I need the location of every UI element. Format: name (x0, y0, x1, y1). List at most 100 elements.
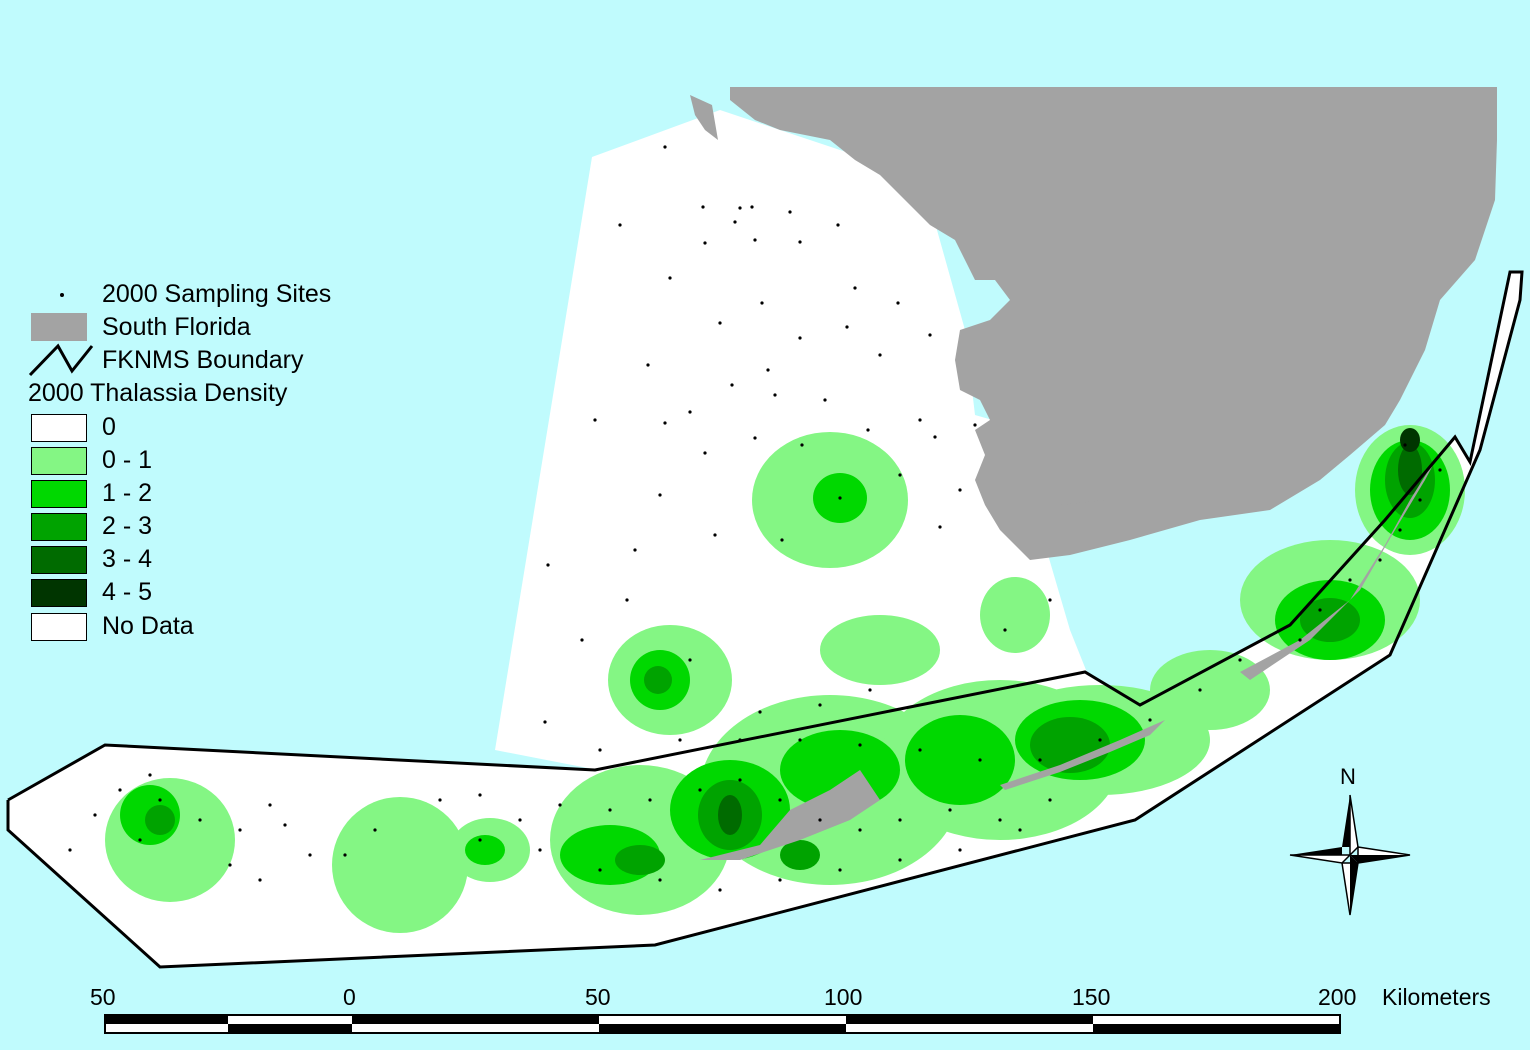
sampling-site-dot (478, 838, 482, 842)
scale-unit-label: Kilometers (1382, 984, 1491, 1010)
sampling-site-dot (598, 748, 602, 752)
sampling-site-dot (148, 773, 152, 777)
sampling-sites (68, 145, 1442, 892)
study-area-upper (495, 110, 1090, 770)
sampling-site-dot (1003, 628, 1007, 632)
sampling-site-dot (1438, 468, 1442, 472)
sampling-site-dot (1318, 608, 1322, 612)
sampling-site-dot (836, 223, 840, 227)
sampling-site-dot (718, 321, 722, 325)
north-label: N (1340, 764, 1356, 789)
fknms-boundary-line (6, 270, 1524, 969)
sampling-site-dot (898, 858, 902, 862)
sampling-site-dot (933, 435, 937, 439)
sampling-site-dot (1418, 498, 1422, 502)
sampling-site-dot (663, 145, 667, 149)
sampling-site-dot (798, 240, 802, 244)
sampling-site-dot (593, 418, 597, 422)
sanctuary-area (8, 272, 1522, 967)
sampling-site-dot (1038, 758, 1042, 762)
sampling-site-dot (1298, 638, 1302, 642)
sampling-site-dot (998, 818, 1002, 822)
legend-site-dot (60, 293, 64, 297)
sampling-site-dot (918, 418, 922, 422)
legend-label-density-2-3: 2 - 3 (102, 512, 153, 540)
sampling-site-dot (928, 333, 932, 337)
sampling-site-dot (343, 853, 347, 857)
sampling-site-dot (158, 798, 162, 802)
sampling-site-dot (538, 848, 542, 852)
sampling-site-dot (718, 888, 722, 892)
sampling-site-dot (698, 788, 702, 792)
scale-bar (104, 1014, 1341, 1034)
sampling-site-dot (958, 848, 962, 852)
sampling-site-dot (608, 808, 612, 812)
sampling-site-dot (678, 738, 682, 742)
legend-swatch-density-0-1 (31, 447, 87, 475)
legend-swatch-density-3-4 (31, 546, 87, 574)
sampling-site-dot (308, 853, 312, 857)
sampling-site-dot (778, 798, 782, 802)
sampling-site-dot (543, 720, 547, 724)
legend-swatch-no-data (31, 613, 87, 641)
florida-keys (700, 770, 880, 860)
florida-keys (1000, 720, 1165, 790)
sampling-site-dot (688, 410, 692, 414)
sampling-site-dot (518, 818, 522, 822)
sampling-site-dot (838, 496, 842, 500)
sampling-site-dot (688, 658, 692, 662)
sampling-site-dot (773, 393, 777, 397)
sampling-site-dot (1098, 738, 1102, 742)
sampling-site-dot (1238, 658, 1242, 662)
sampling-site-dot (625, 598, 629, 602)
sampling-site-dot (753, 238, 757, 242)
sampling-site-dot (750, 205, 754, 209)
sampling-site-dot (1403, 443, 1407, 447)
sampling-site-dot (258, 878, 262, 882)
legend-boundary-symbol (28, 343, 94, 377)
sampling-site-dot (738, 738, 742, 742)
scale-tick-label: 150 (1072, 984, 1111, 1010)
legend-swatch-density-2-3 (31, 513, 87, 541)
sampling-site-dot (283, 823, 287, 827)
sampling-site-dot (93, 813, 97, 817)
legend-label-south-florida: South Florida (102, 313, 251, 341)
sampling-site-dot (546, 563, 550, 567)
sampling-site-dot (738, 778, 742, 782)
sampling-site-dot (703, 451, 707, 455)
scale-tick-label: 200 (1318, 984, 1357, 1010)
legend-swatch-density-0 (31, 414, 87, 442)
density-4-5-zones (1400, 428, 1420, 452)
sampling-site-dot (198, 818, 202, 822)
sampling-site-dot (1048, 798, 1052, 802)
sampling-site-dot (668, 276, 672, 280)
scale-tick-label: 50 (90, 984, 116, 1010)
sampling-site-dot (760, 301, 764, 305)
legend-label-fknms-boundary: FKNMS Boundary (102, 346, 304, 374)
sampling-site-dot (878, 353, 882, 357)
scale-tick-label: 100 (824, 984, 863, 1010)
sampling-site-dot (648, 798, 652, 802)
compass-rose-icon (1289, 794, 1411, 916)
legend-label-sampling-sites: 2000 Sampling Sites (102, 280, 332, 308)
island-shape (1030, 470, 1105, 505)
island-shape (690, 95, 718, 140)
sampling-site-dot (868, 688, 872, 692)
legend-label-no-data: No Data (102, 612, 194, 640)
sampling-site-dot (858, 828, 862, 832)
sampling-site-dot (896, 301, 900, 305)
sampling-site-dot (658, 493, 662, 497)
sampling-site-dot (818, 818, 822, 822)
sampling-site-dot (798, 336, 802, 340)
scale-tick-label: 0 (343, 984, 356, 1010)
sampling-site-dot (478, 793, 482, 797)
sampling-site-dot (1198, 688, 1202, 692)
sampling-site-dot (268, 803, 272, 807)
sampling-site-dot (1048, 598, 1052, 602)
sampling-site-dot (1348, 578, 1352, 582)
sampling-site-dot (948, 808, 952, 812)
sampling-site-dot (1398, 528, 1402, 532)
legend-label-density-1-2: 1 - 2 (102, 479, 153, 507)
south-florida-landmass (730, 87, 1497, 560)
